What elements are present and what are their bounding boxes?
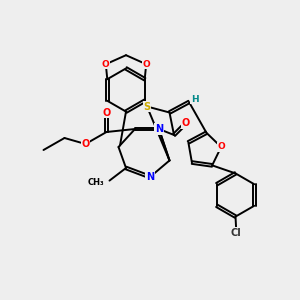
Text: O: O [217, 142, 225, 152]
Text: S: S [143, 101, 151, 112]
Text: O: O [102, 107, 111, 118]
Text: O: O [102, 60, 110, 69]
Text: O: O [81, 139, 90, 149]
Text: N: N [155, 124, 163, 134]
Text: O: O [182, 118, 190, 128]
Text: O: O [142, 60, 150, 69]
Text: Cl: Cl [231, 227, 242, 238]
Text: H: H [191, 94, 199, 103]
Text: CH₃: CH₃ [88, 178, 104, 187]
Text: N: N [146, 172, 154, 182]
